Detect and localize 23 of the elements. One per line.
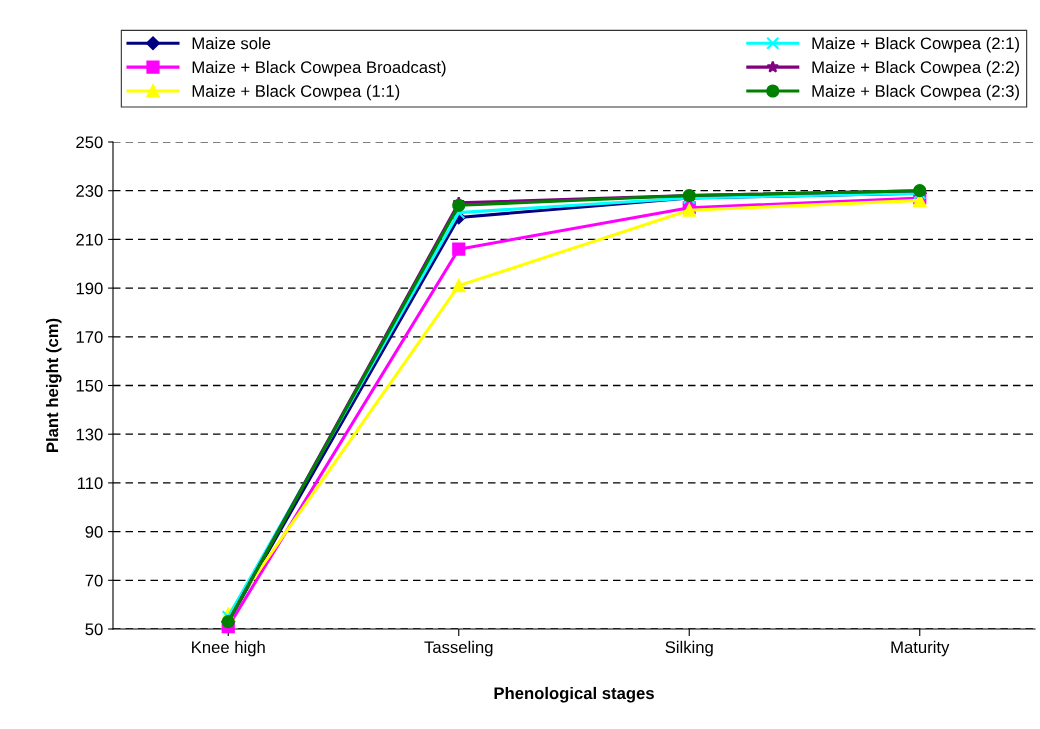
legend-label: Maize + Black Cowpea (1:1) bbox=[192, 84, 400, 101]
legend-label: Maize + Black Cowpea (2:2) bbox=[812, 60, 1019, 77]
y-tick-label: 250 bbox=[76, 136, 103, 149]
x-tick-label: Silking bbox=[665, 640, 713, 657]
x-tick-label: Knee high bbox=[192, 640, 265, 657]
y-tick-label: 230 bbox=[76, 185, 103, 197]
x-tick-label: Tasseling bbox=[424, 640, 493, 657]
x-axis-title: Phenological stages bbox=[494, 686, 654, 703]
y-tick-label: 210 bbox=[76, 233, 103, 246]
y-tick-label: 110 bbox=[77, 477, 103, 490]
y-tick-label: 70 bbox=[85, 574, 103, 587]
y-tick-label: 190 bbox=[76, 282, 103, 295]
y-axis-title: Plant height (cm) bbox=[45, 318, 62, 452]
x-tick-label: Maturity bbox=[891, 640, 950, 657]
y-tick-label: 130 bbox=[76, 428, 103, 441]
y-tick-label: 170 bbox=[76, 331, 103, 343]
y-tick-label: 150 bbox=[76, 379, 103, 392]
legend-label: Maize + Black Cowpea Broadcast) bbox=[192, 60, 446, 77]
legend-label: Maize + Black Cowpea (2:1) bbox=[812, 37, 1019, 53]
y-tick-label: 90 bbox=[85, 526, 103, 538]
legend-label: Maize + Black Cowpea (2:3) bbox=[812, 84, 1019, 101]
y-tick-label: 50 bbox=[85, 623, 103, 636]
legend-label: Maize sole bbox=[192, 37, 271, 50]
